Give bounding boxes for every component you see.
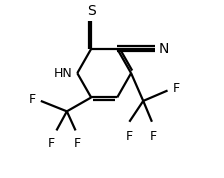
Text: HN: HN: [53, 67, 72, 80]
Text: F: F: [150, 130, 157, 143]
Text: N: N: [159, 42, 169, 56]
Text: F: F: [48, 137, 55, 150]
Text: F: F: [28, 93, 36, 106]
Text: F: F: [74, 137, 81, 150]
Text: F: F: [173, 82, 180, 95]
Text: S: S: [87, 4, 96, 18]
Text: F: F: [126, 130, 133, 143]
